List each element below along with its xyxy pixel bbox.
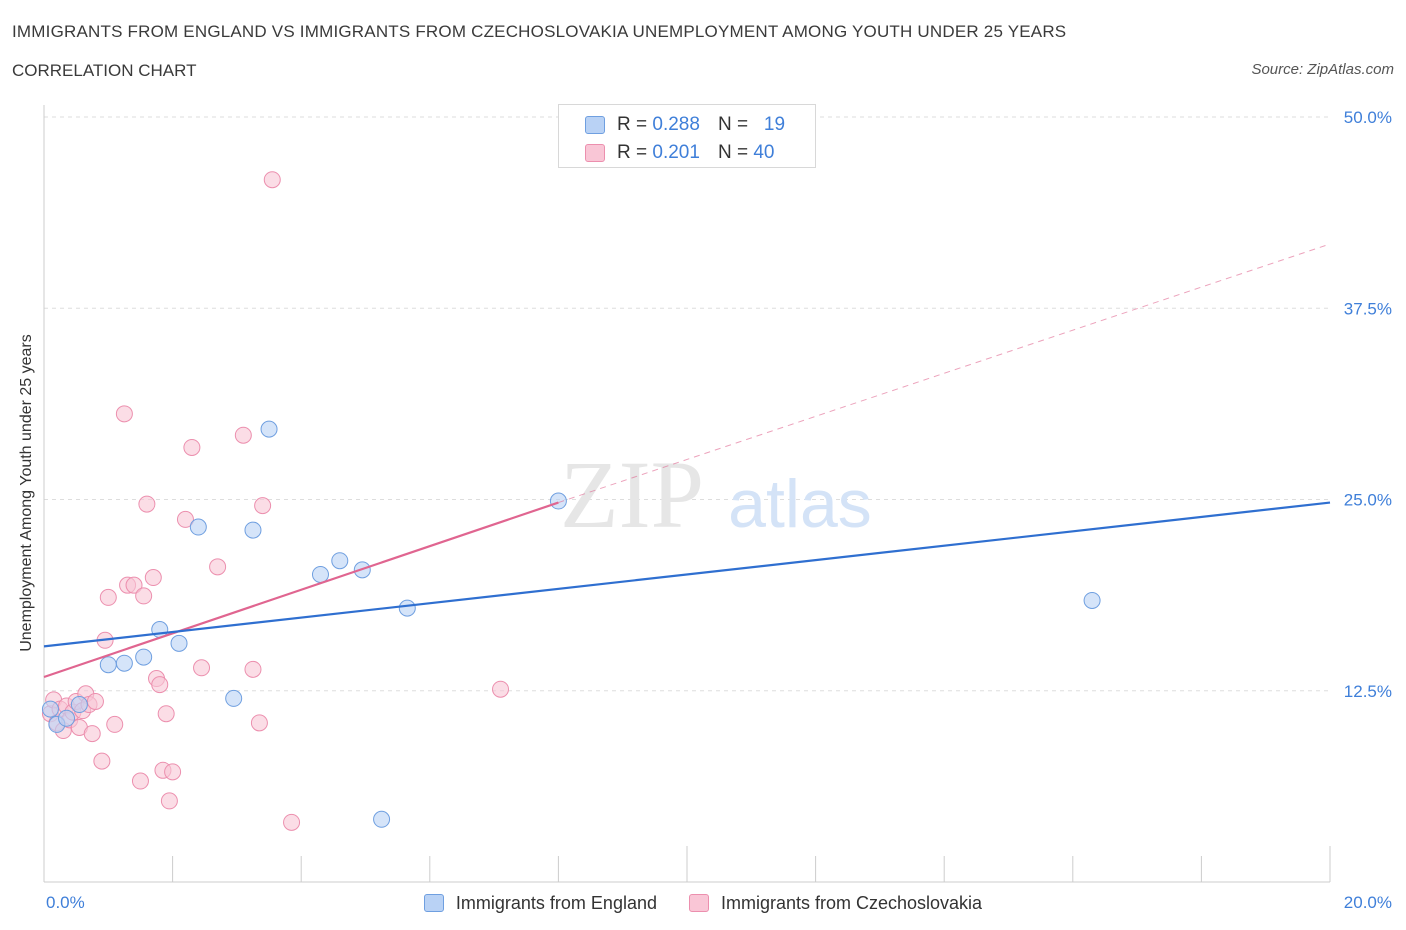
data-point-england xyxy=(170,634,188,652)
y-tick-label: 37.5% xyxy=(1344,299,1392,318)
legend-swatch-england xyxy=(585,116,605,134)
data-point-england xyxy=(189,518,207,536)
legend-n-label: N = xyxy=(717,142,749,163)
data-point-england xyxy=(115,654,133,672)
data-point-england xyxy=(398,599,416,617)
data-point-england xyxy=(41,700,59,718)
data-point-england xyxy=(260,420,278,438)
data-point-czechoslovakia xyxy=(164,763,182,781)
data-point-czechoslovakia xyxy=(99,588,117,606)
trend-line-czechoslovakia-extension xyxy=(558,243,1331,504)
data-point-czechoslovakia xyxy=(83,725,101,743)
data-points xyxy=(41,171,1101,831)
legend-swatch-czech xyxy=(585,144,605,162)
data-point-england xyxy=(135,648,153,666)
correlation-legend: R = 0.288 N = 19 R = 0.201 N = 40 xyxy=(558,104,816,168)
data-point-czechoslovakia xyxy=(138,495,156,513)
data-point-czechoslovakia xyxy=(106,715,124,733)
legend-r-value-england: 0.288 xyxy=(652,114,700,135)
chart-subtitle: CORRELATION CHART xyxy=(12,61,197,80)
data-point-england xyxy=(225,689,243,707)
series-legend: Immigrants from England Immigrants from … xyxy=(0,888,1406,918)
data-point-czechoslovakia xyxy=(234,426,252,444)
data-point-czechoslovakia xyxy=(176,510,194,528)
watermark: ZIP atlas xyxy=(560,441,872,548)
legend-swatch-czech xyxy=(688,894,709,912)
y-tick-label: 50.0% xyxy=(1344,108,1392,127)
data-point-czechoslovakia xyxy=(131,772,149,790)
legend-r-value-czech: 0.201 xyxy=(652,142,700,163)
data-point-england xyxy=(373,810,391,828)
data-point-czechoslovakia xyxy=(93,752,111,770)
source-label: Source: ZipAtlas.com xyxy=(1251,61,1394,78)
data-point-england xyxy=(311,565,329,583)
data-point-england xyxy=(331,552,349,570)
data-point-czechoslovakia xyxy=(157,705,175,723)
legend-item-england: Immigrants from England xyxy=(423,892,657,914)
data-point-czechoslovakia xyxy=(244,660,262,678)
data-point-england xyxy=(99,656,117,674)
data-point-czechoslovakia xyxy=(183,438,201,456)
watermark-atlas: atlas xyxy=(728,466,872,542)
trend-line-england xyxy=(43,501,1331,648)
tick-labels: 12.5% 25.0% 37.5% 50.0% 0.0% 20.0% xyxy=(46,108,1392,912)
legend-label-england: Immigrants from England xyxy=(455,892,657,913)
chart-title: IMMIGRANTS FROM ENGLAND VS IMMIGRANTS FR… xyxy=(12,22,1067,41)
x-tick-label: 0.0% xyxy=(46,893,85,912)
data-point-czechoslovakia xyxy=(144,569,162,587)
legend-item-czech: Immigrants from Czechoslovakia xyxy=(688,892,983,914)
data-point-england xyxy=(70,696,88,714)
legend-r-label: R = xyxy=(617,142,648,163)
data-point-czechoslovakia xyxy=(193,659,211,677)
data-point-czechoslovakia xyxy=(151,676,169,694)
y-tick-label: 12.5% xyxy=(1344,682,1392,701)
data-point-england xyxy=(1083,591,1101,609)
legend-n-value-england: 19 xyxy=(763,114,786,135)
data-point-czechoslovakia xyxy=(209,558,227,576)
data-point-england xyxy=(58,709,76,727)
legend-label-czech: Immigrants from Czechoslovakia xyxy=(720,892,983,913)
legend-row-czech: R = 0.201 N = 40 xyxy=(585,141,774,165)
data-point-czechoslovakia xyxy=(135,587,153,605)
legend-swatch-england xyxy=(423,894,444,912)
legend-n-label: N = xyxy=(717,114,749,135)
legend-row-england: R = 0.288 N = 19 xyxy=(585,113,785,137)
data-point-czechoslovakia xyxy=(160,792,178,810)
data-point-czechoslovakia xyxy=(492,680,510,698)
data-point-czechoslovakia xyxy=(86,692,104,710)
data-point-czechoslovakia xyxy=(254,497,272,515)
trend-lines xyxy=(43,243,1331,679)
axes xyxy=(43,105,1331,883)
legend-n-value-czech: 40 xyxy=(753,142,775,163)
gridlines xyxy=(44,116,1330,692)
trend-line-czechoslovakia xyxy=(43,501,559,679)
y-tick-label: 25.0% xyxy=(1344,491,1392,510)
data-point-czechoslovakia xyxy=(263,171,281,189)
data-point-czechoslovakia xyxy=(115,405,133,423)
data-point-england xyxy=(244,521,262,539)
data-point-czechoslovakia xyxy=(283,813,301,831)
x-tick-label: 20.0% xyxy=(1344,893,1392,912)
data-point-czechoslovakia xyxy=(125,576,143,594)
legend-r-label: R = xyxy=(617,114,648,135)
data-point-czechoslovakia xyxy=(250,714,268,732)
